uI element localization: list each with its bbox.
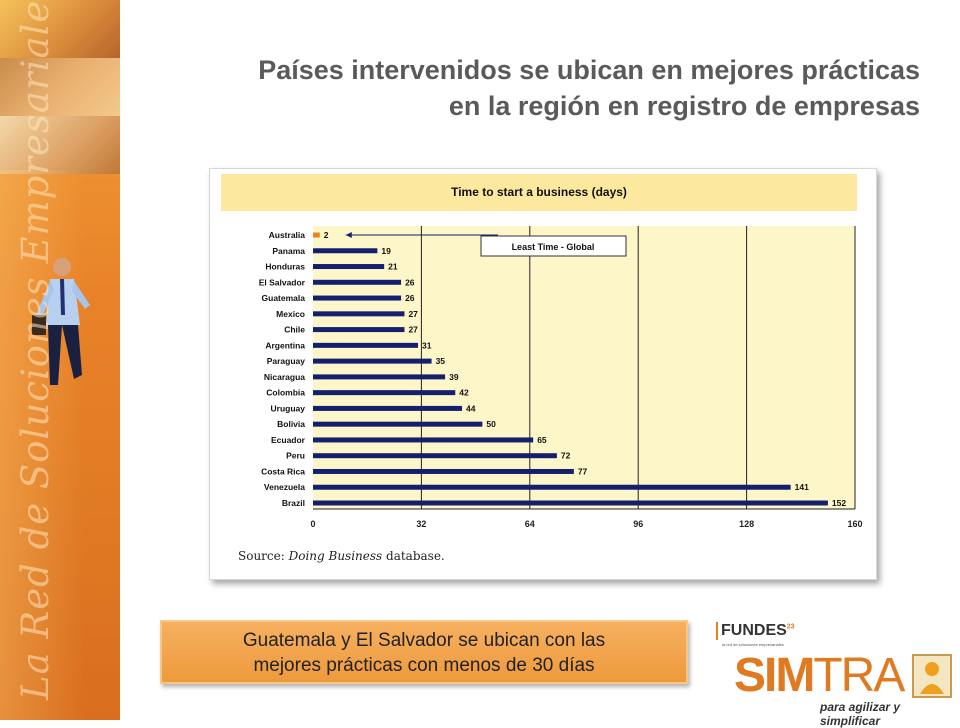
x-tick-label: 128	[739, 519, 754, 529]
plot-area	[313, 226, 855, 509]
annotation-arrowhead	[345, 232, 352, 238]
data-label: 72	[561, 451, 571, 461]
category-label: Honduras	[265, 262, 305, 272]
callout-line2: mejores prácticas con menos de 30 días	[253, 655, 595, 676]
data-label: 50	[486, 419, 496, 429]
category-label: Venezuela	[264, 482, 305, 492]
category-label: Argentina	[265, 340, 305, 350]
source-name: Doing Business	[288, 549, 383, 563]
fundes-logo-text: FUNDES23	[716, 622, 795, 640]
data-label: 152	[832, 498, 846, 508]
simtra-logo: FUNDES23 la red de soluciones empresaria…	[712, 620, 952, 728]
bar	[313, 500, 828, 506]
simtra-bold: SIM	[734, 649, 815, 702]
data-label: 21	[388, 262, 398, 272]
annotation-box	[480, 235, 627, 257]
bar	[313, 279, 402, 285]
logo-tagline: para agilizar y simplificar	[820, 700, 901, 728]
slide-title: Países intervenidos se ubican en mejores…	[160, 52, 920, 124]
bar	[313, 390, 456, 396]
chart-title: Time to start a business (days)	[451, 185, 627, 199]
bar	[313, 327, 405, 333]
data-label: 27	[408, 325, 418, 335]
bar	[313, 264, 385, 270]
bar	[313, 358, 432, 364]
category-label: Peru	[286, 451, 305, 461]
data-label: 39	[449, 372, 459, 382]
bar	[313, 342, 419, 348]
x-tick-label: 160	[847, 519, 862, 529]
data-label: 2	[324, 230, 329, 240]
callout-line1: Guatemala y El Salvador se ubican con la…	[242, 630, 606, 651]
bar	[313, 453, 557, 459]
chart-panel: Time to start a business (days) 0 32 64 96 1…	[209, 168, 877, 580]
category-label: Mexico	[276, 309, 305, 319]
person-icon	[912, 654, 952, 698]
category-label: Ecuador	[271, 435, 306, 445]
category-label: Costa Rica	[261, 466, 305, 476]
source-suffix: database.	[382, 549, 445, 563]
bar	[313, 484, 791, 490]
data-label: 42	[459, 388, 469, 398]
data-label: 44	[466, 403, 476, 413]
fundes-subtitle: la red de soluciones empresariales	[722, 642, 784, 647]
sidebar-photo-woman	[0, 0, 120, 58]
category-label: El Salvador	[259, 277, 306, 287]
category-label: Uruguay	[271, 403, 306, 413]
simtra-light: TRA	[813, 649, 905, 702]
bar	[313, 311, 405, 317]
category-label: Nicaragua	[264, 372, 305, 382]
category-label: Chile	[284, 325, 305, 335]
category-label: Australia	[269, 230, 306, 240]
bar	[313, 421, 483, 427]
source-prefix: Source:	[238, 549, 289, 563]
category-label: Panama	[272, 246, 305, 256]
data-label: 26	[405, 293, 415, 303]
bar	[313, 295, 402, 301]
fundes-name: FUNDES	[721, 622, 787, 639]
category-label: Paraguay	[267, 356, 306, 366]
bar	[313, 468, 574, 474]
sidebar-slogan: La Red de Soluciones Empresariales	[14, 0, 57, 700]
data-label: 31	[422, 340, 432, 350]
bar	[313, 232, 320, 238]
category-label: Bolivia	[277, 419, 305, 429]
chart-source: Source: Doing Business database.	[238, 549, 445, 563]
category-label: Brazil	[282, 498, 305, 508]
data-label: 27	[408, 309, 418, 319]
sidebar-photo-face	[0, 58, 120, 116]
x-tick-label: 0	[310, 519, 315, 529]
conclusion-callout: Guatemala y El Salvador se ubican con la…	[160, 620, 688, 684]
sidebar-photo-handshake	[0, 116, 120, 174]
bar-chart: 0 32 64 96 128 160 Australia 2 Panama 19 Honduras 2…	[259, 226, 863, 529]
category-label: Guatemala	[262, 293, 306, 303]
simtra-wordmark: SIMTRA	[734, 648, 905, 703]
category-label: Colombia	[266, 388, 305, 398]
sidebar: La Red de Soluciones Empresariales	[0, 0, 120, 720]
data-label: 19	[381, 246, 391, 256]
data-label: 26	[405, 277, 415, 287]
data-label: 35	[436, 356, 446, 366]
data-label: 65	[537, 435, 547, 445]
slide-title-line2: en la región en registro de empresas	[448, 91, 920, 121]
businessman-illustration	[32, 258, 90, 385]
annotation-text: Least Time - Global	[512, 242, 595, 252]
bar	[313, 374, 446, 380]
x-tick-label: 32	[416, 519, 426, 529]
data-label: 141	[795, 482, 809, 492]
slide-title-line1: Países intervenidos se ubican en mejores…	[258, 55, 920, 85]
x-tick-label: 96	[633, 519, 643, 529]
chart-title-banner: Time to start a business (days)	[221, 174, 857, 211]
x-tick-label: 64	[525, 519, 535, 529]
bar	[313, 405, 463, 411]
fundes-sup: 23	[786, 623, 795, 631]
bar	[313, 437, 534, 443]
bar	[313, 248, 378, 254]
data-label: 77	[578, 466, 588, 476]
